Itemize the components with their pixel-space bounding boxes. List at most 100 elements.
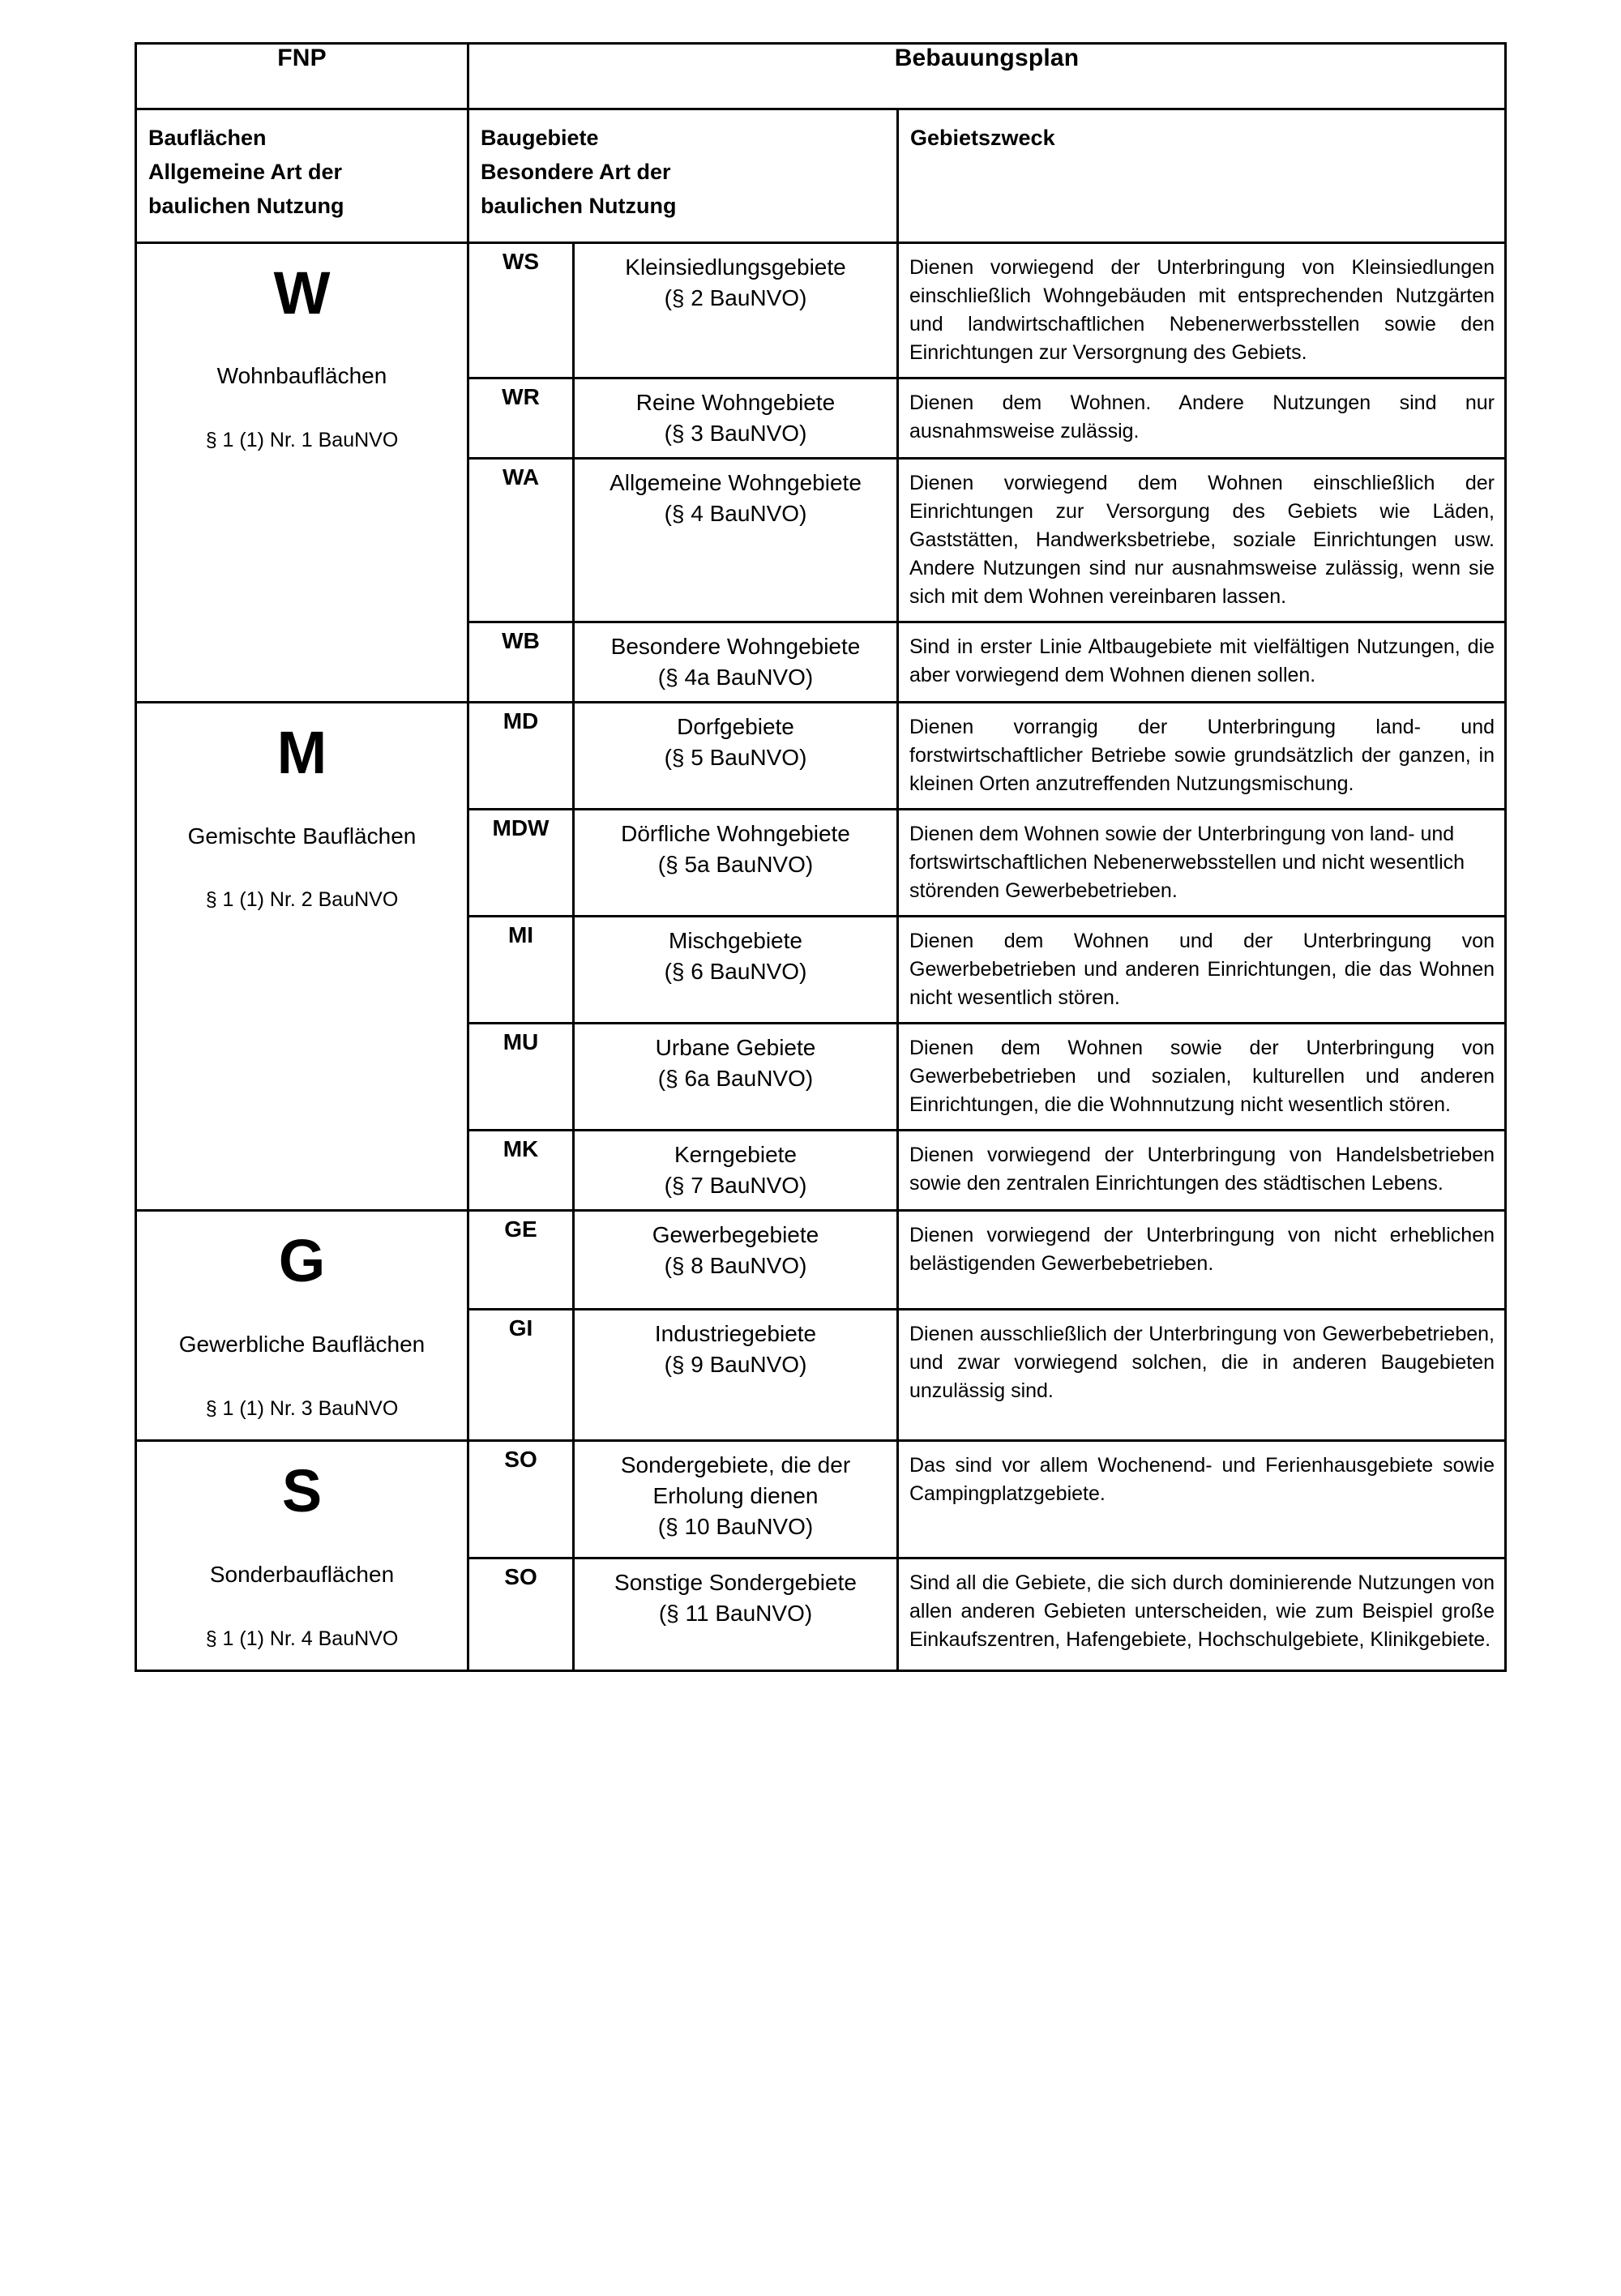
baugebiet-code: MK bbox=[467, 1128, 575, 1212]
table-row: SO Sonstige Sondergebiete (§ 11 BauNVO) Sin… bbox=[136, 1556, 1507, 1673]
category-cell-w: W Wohnbauflächen § 1 (1) Nr. 1 BauNVO bbox=[135, 241, 469, 703]
baugebiet-name-line2: (§ 3 BauNVO) bbox=[664, 420, 807, 446]
category-paragraph: § 1 (1) Nr. 2 BauNVO bbox=[205, 888, 399, 912]
baugebiet-name: Gewerbegebiete (§ 8 BauNVO) bbox=[572, 1209, 899, 1310]
category-name: Gewerbliche Bauflächen bbox=[178, 1331, 426, 1357]
category-name: Wohnbauflächen bbox=[216, 363, 387, 389]
baugebiet-name: Dörfliche Wohngebiete (§ 5a BauNVO) bbox=[572, 807, 899, 917]
baugebiet-name: Sondergebiete, die der Erholung dienen (§ … bbox=[572, 1439, 899, 1559]
header-baugebiete-line3: baulichen Nutzung bbox=[481, 193, 677, 218]
gebietszweck-text: Dienen dem Wohnen. Andere Nutzungen sind… bbox=[896, 376, 1507, 460]
baugebiet-name-line1: Reine Wohngebiete bbox=[635, 389, 836, 415]
baugebiet-name-line1: Dorfgebiete bbox=[677, 713, 794, 739]
header-gebietszweck: Gebietszweck bbox=[896, 108, 1507, 244]
baugebiet-name-line2: (§ 4a BauNVO) bbox=[657, 664, 814, 690]
baugebiet-code: SO bbox=[467, 1439, 575, 1559]
table-row: W Wohnbauflächen § 1 (1) Nr. 1 BauNVO WS Kle… bbox=[135, 241, 1507, 703]
category-paragraph: § 1 (1) Nr. 4 BauNVO bbox=[205, 1627, 399, 1650]
category-cell-m: M Gemischte Bauflächen § 1 (1) Nr. 2 BauNV… bbox=[135, 700, 469, 1212]
baugebiet-name-line1: Sondergebiete, die der bbox=[620, 1452, 851, 1478]
baugebiet-name-line2: (§ 5 BauNVO) bbox=[664, 744, 807, 770]
category-letter: W bbox=[273, 259, 331, 327]
baugebiet-name-line1: Urbane Gebiete bbox=[655, 1034, 816, 1060]
baugebiet-name: Dorfgebiete (§ 5 BauNVO) bbox=[572, 700, 899, 810]
category-letter: G bbox=[278, 1227, 326, 1294]
gebietszweck-text: Dienen dem Wohnen und der Unterbringung … bbox=[896, 914, 1507, 1024]
baugebiet-code: GE bbox=[467, 1209, 575, 1310]
gebietszweck-text: Dienen vorwiegend dem Wohnen einschließl… bbox=[896, 456, 1507, 623]
baugebiet-code: SO bbox=[467, 1556, 575, 1673]
category-paragraph: § 1 (1) Nr. 1 BauNVO bbox=[205, 429, 399, 452]
baugebiet-name: Reine Wohngebiete (§ 3 BauNVO) bbox=[572, 376, 899, 460]
baugebiet-code: MD bbox=[467, 700, 575, 810]
header-baugebiete: Baugebiete Besondere Art der baulichen Nut… bbox=[467, 108, 899, 244]
table-row: WB Besondere Wohngebiete (§ 4a BauNVO) Sind… bbox=[136, 620, 1507, 703]
header-fnp: FNP bbox=[135, 42, 469, 110]
baugebiet-name: Allgemeine Wohngebiete (§ 4 BauNVO) bbox=[572, 456, 899, 623]
header-baugebiete-line1: Baugebiete bbox=[481, 126, 599, 150]
baugebiet-code: MDW bbox=[467, 807, 575, 917]
header-bauflaechen-line2: Allgemeine Art der bbox=[148, 159, 343, 184]
header-bauflaechen-line1: Bauflächen bbox=[148, 126, 267, 150]
baugebiet-code: WB bbox=[467, 620, 575, 703]
baugebiet-code: MI bbox=[467, 914, 575, 1024]
baugebiet-name-line2: (§ 2 BauNVO) bbox=[664, 284, 807, 310]
baugebiet-name-line2: (§ 9 BauNVO) bbox=[664, 1351, 807, 1377]
header-bauflaechen: Bauflächen Allgemeine Art der baulichen Nu… bbox=[135, 108, 469, 244]
header-row-sub: Bauflächen Allgemeine Art der baulichen Nu… bbox=[135, 108, 1507, 244]
gebietszweck-text: Dienen vorwiegend der Unterbringung von … bbox=[896, 241, 1507, 379]
baugebiet-name-line2: (§ 11 BauNVO) bbox=[658, 1601, 813, 1627]
header-baugebiete-line2: Besondere Art der bbox=[481, 159, 671, 184]
baugebiet-name-line2: (§ 5a BauNVO) bbox=[657, 851, 814, 877]
category-letter: M bbox=[276, 718, 327, 786]
table-row: M Gemischte Bauflächen § 1 (1) Nr. 2 BauNV… bbox=[135, 700, 1507, 1212]
baugebiet-name-line1: Dörfliche Wohngebiete bbox=[621, 820, 850, 846]
baugebiet-name: Kerngebiete (§ 7 BauNVO) bbox=[572, 1128, 899, 1212]
baugebiet-name-line2: (§ 8 BauNVO) bbox=[664, 1253, 807, 1279]
baugebiet-name: Kleinsiedlungsgebiete (§ 2 BauNVO) bbox=[572, 241, 899, 379]
gebietszweck-text: Sind in erster Linie Altbaugebiete mit v… bbox=[896, 620, 1507, 703]
table-row: MK Kerngebiete (§ 7 BauNVO) Dienen vorwiege… bbox=[136, 1128, 1507, 1212]
baugebiet-name: Urbane Gebiete (§ 6a BauNVO) bbox=[572, 1021, 899, 1131]
gebietszweck-text: Dienen vorwiegend der Unterbringung von … bbox=[896, 1128, 1507, 1212]
category-name: Sonderbauflächen bbox=[209, 1561, 395, 1587]
baugebiet-name-line1: Kleinsiedlungsgebiete bbox=[625, 254, 846, 280]
baugebiet-name-line1: Sonstige Sondergebiete bbox=[614, 1569, 857, 1595]
category-paragraph: § 1 (1) Nr. 3 BauNVO bbox=[205, 1396, 399, 1420]
gebietszweck-text: Dienen vorwiegend der Unterbringung von … bbox=[896, 1209, 1507, 1310]
table-row: MDW Dörfliche Wohngebiete (§ 5a BauNVO) Die… bbox=[136, 807, 1507, 917]
header-gebietszweck-label: Gebietszweck bbox=[910, 126, 1055, 150]
baugebiete-table: FNP Bebauungsplan Bauflächen Allgemeine Art… bbox=[135, 42, 1507, 1673]
gebietszweck-text: Dienen dem Wohnen sowie der Unterbringun… bbox=[896, 1021, 1507, 1131]
gebietszweck-text: Dienen vorrangig der Unterbringung land-… bbox=[896, 700, 1507, 810]
baugebiet-code: WA bbox=[467, 456, 575, 623]
baugebiet-name: Besondere Wohngebiete (§ 4a BauNVO) bbox=[572, 620, 899, 703]
baugebiet-name-line1: Mischgebiete bbox=[669, 927, 802, 953]
category-cell-g: G Gewerbliche Bauflächen § 1 (1) Nr. 3 Bau… bbox=[135, 1208, 469, 1443]
header-bebauungsplan: Bebauungsplan bbox=[467, 42, 1507, 110]
baugebiet-name-line2: (§ 4 BauNVO) bbox=[664, 500, 807, 526]
category-letter: S bbox=[281, 1457, 323, 1525]
baugebiet-name: Sonstige Sondergebiete (§ 11 BauNVO) bbox=[572, 1556, 899, 1673]
category-cell-s: S Sonderbauflächen § 1 (1) Nr. 4 BauNVO bbox=[135, 1439, 469, 1673]
baugebiet-code: WR bbox=[467, 376, 575, 460]
gebietszweck-text: Dienen dem Wohnen sowie der Unterbringun… bbox=[896, 807, 1507, 917]
baugebiet-name: Industriegebiete (§ 9 BauNVO) bbox=[572, 1307, 899, 1443]
baugebiet-name-line1: Kerngebiete bbox=[674, 1141, 797, 1167]
baugebiet-code: WS bbox=[467, 241, 575, 379]
baugebiet-name-line3: (§ 10 BauNVO) bbox=[657, 1514, 814, 1540]
baugebiet-name-line2: (§ 7 BauNVO) bbox=[664, 1172, 807, 1198]
baugebiet-name-line1: Industriegebiete bbox=[654, 1320, 817, 1346]
table-row: G Gewerbliche Bauflächen § 1 (1) Nr. 3 Bau… bbox=[135, 1208, 1507, 1443]
header-bauflaechen-line3: baulichen Nutzung bbox=[148, 193, 344, 218]
gebietszweck-text: Das sind vor allem Wochenend- und Ferien… bbox=[896, 1439, 1507, 1559]
table-row: MI Mischgebiete (§ 6 BauNVO) Dienen dem Woh… bbox=[136, 914, 1507, 1024]
baugebiet-name-line2: (§ 6a BauNVO) bbox=[657, 1065, 814, 1091]
baugebiet-code: MU bbox=[467, 1021, 575, 1131]
baugebiet-name-line1: Gewerbegebiete bbox=[652, 1222, 819, 1247]
gebietszweck-text: Dienen ausschließlich der Unterbringung … bbox=[896, 1307, 1507, 1443]
table-row: WA Allgemeine Wohngebiete (§ 4 BauNVO) Dien… bbox=[136, 456, 1507, 623]
table-row: WR Reine Wohngebiete (§ 3 BauNVO) Dienen de… bbox=[136, 376, 1507, 460]
header-row-top: FNP Bebauungsplan bbox=[135, 42, 1507, 110]
